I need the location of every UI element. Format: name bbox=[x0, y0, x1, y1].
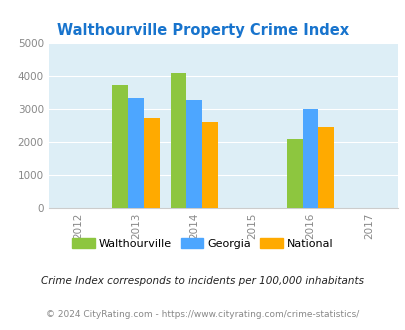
Legend: Walthourville, Georgia, National: Walthourville, Georgia, National bbox=[68, 233, 337, 253]
Bar bbox=[202, 122, 217, 208]
Bar bbox=[286, 139, 302, 208]
Text: © 2024 CityRating.com - https://www.cityrating.com/crime-statistics/: © 2024 CityRating.com - https://www.city… bbox=[46, 310, 359, 319]
Bar bbox=[302, 109, 318, 208]
Bar bbox=[143, 118, 159, 208]
Bar bbox=[128, 98, 143, 208]
Bar bbox=[186, 100, 202, 208]
Bar bbox=[318, 127, 333, 208]
Text: Crime Index corresponds to incidents per 100,000 inhabitants: Crime Index corresponds to incidents per… bbox=[41, 276, 364, 286]
Bar bbox=[170, 73, 186, 208]
Text: Walthourville Property Crime Index: Walthourville Property Crime Index bbox=[57, 23, 348, 38]
Bar bbox=[112, 85, 128, 208]
